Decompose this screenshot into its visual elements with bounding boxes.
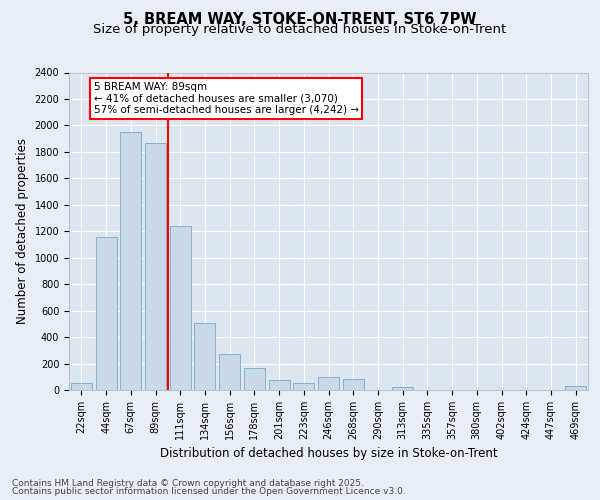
Text: 5, BREAM WAY, STOKE-ON-TRENT, ST6 7PW: 5, BREAM WAY, STOKE-ON-TRENT, ST6 7PW [123,12,477,28]
X-axis label: Distribution of detached houses by size in Stoke-on-Trent: Distribution of detached houses by size … [160,448,497,460]
Bar [145,142,166,390]
Bar [269,380,290,390]
Bar [343,379,364,390]
Text: Contains public sector information licensed under the Open Government Licence v3: Contains public sector information licen… [12,487,406,496]
Bar [565,386,586,390]
Text: 5 BREAM WAY: 89sqm
← 41% of detached houses are smaller (3,070)
57% of semi-deta: 5 BREAM WAY: 89sqm ← 41% of detached hou… [94,82,359,115]
Bar [95,236,116,390]
Bar [219,354,240,390]
Bar [120,132,141,390]
Bar [170,226,191,390]
Y-axis label: Number of detached properties: Number of detached properties [16,138,29,324]
Bar [71,384,92,390]
Bar [293,384,314,390]
Bar [194,322,215,390]
Bar [244,368,265,390]
Bar [318,377,339,390]
Text: Contains HM Land Registry data © Crown copyright and database right 2025.: Contains HM Land Registry data © Crown c… [12,478,364,488]
Bar [392,388,413,390]
Text: Size of property relative to detached houses in Stoke-on-Trent: Size of property relative to detached ho… [94,24,506,36]
